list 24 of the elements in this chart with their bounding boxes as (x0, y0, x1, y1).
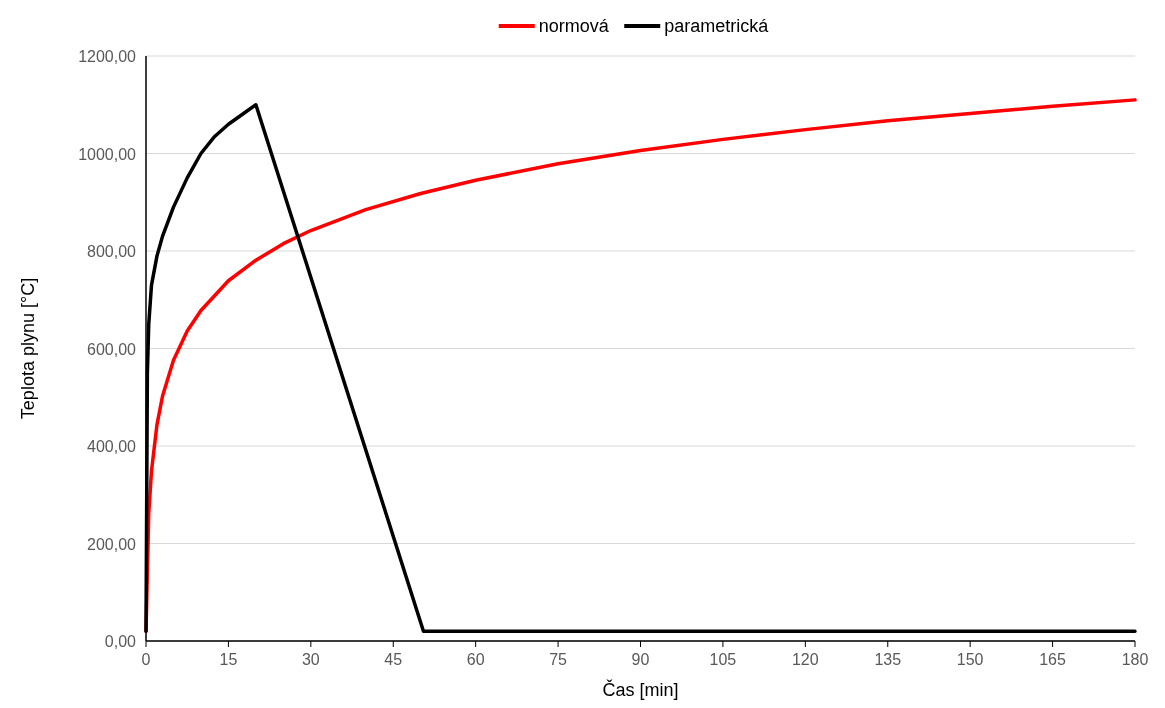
y-tick-label: 1000,00 (78, 145, 137, 163)
x-tick-label: 135 (874, 651, 902, 668)
x-tick-label: 180 (1121, 651, 1149, 668)
x-tick-label: 90 (631, 651, 650, 668)
x-tick-label: 45 (384, 651, 403, 668)
x-tick-label: 60 (466, 651, 485, 668)
y-tick-label: 400,00 (87, 438, 137, 455)
y-tick-label: 1200,00 (78, 48, 137, 65)
x-axis-title: Čas [min] (602, 679, 679, 700)
x-tick-label: 15 (219, 651, 238, 668)
x-tick-label: 120 (791, 651, 819, 668)
x-tick-label: 30 (301, 651, 320, 668)
y-tick-label: 800,00 (87, 243, 137, 260)
y-axis-title: Teplota plynu [°C] (18, 277, 38, 420)
y-tick-label: 200,00 (87, 535, 137, 553)
y-tick-label: 0,00 (104, 633, 137, 650)
x-tick-label: 75 (549, 651, 568, 668)
legend-label: normová (538, 16, 610, 36)
legend-label: parametrická (664, 16, 770, 36)
x-tick-label: 165 (1039, 651, 1067, 668)
x-tick-label: 0 (141, 651, 151, 668)
x-tick-label: 150 (956, 651, 984, 668)
x-tick-label: 105 (709, 651, 737, 668)
y-tick-label: 600,00 (87, 340, 137, 358)
